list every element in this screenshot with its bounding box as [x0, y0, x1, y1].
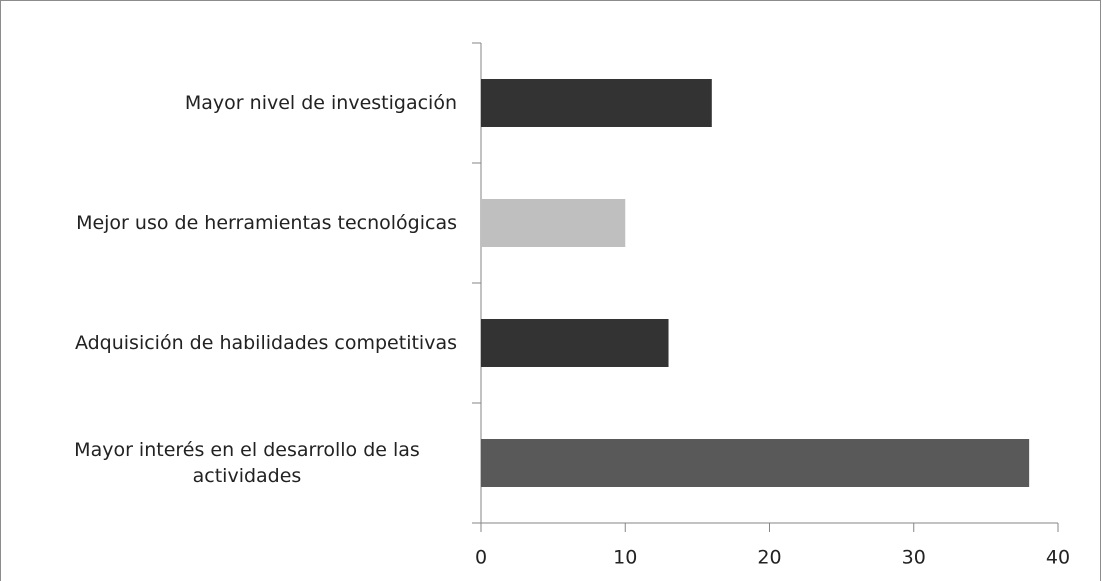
y-tick-label-box: Mayor interés en el desarrollo de las ac… [37, 437, 457, 489]
bar [481, 199, 626, 247]
x-tick-label: 10 [613, 547, 637, 569]
bar [481, 79, 712, 127]
bar [481, 319, 669, 367]
y-tick-label: Mayor interés en el desarrollo de las ac… [74, 439, 420, 487]
y-tick-label-box: Adquisición de habilidades competitivas [75, 330, 457, 356]
y-tick-label-box: Mejor uso de herramientas tecnológicas [76, 210, 457, 236]
y-tick-label-box: Mayor nivel de investigación [185, 90, 457, 116]
bar [481, 439, 1030, 487]
x-tick-label: 30 [902, 547, 926, 569]
x-tick-label: 20 [757, 547, 781, 569]
y-tick-label: Adquisición de habilidades competitivas [74, 332, 457, 354]
x-tick-label: 40 [1046, 547, 1070, 569]
y-tick-label: Mejor uso de herramientas tecnológicas [76, 212, 457, 234]
y-tick-label: Mayor nivel de investigación [184, 92, 457, 114]
x-tick-label: 0 [475, 547, 487, 569]
